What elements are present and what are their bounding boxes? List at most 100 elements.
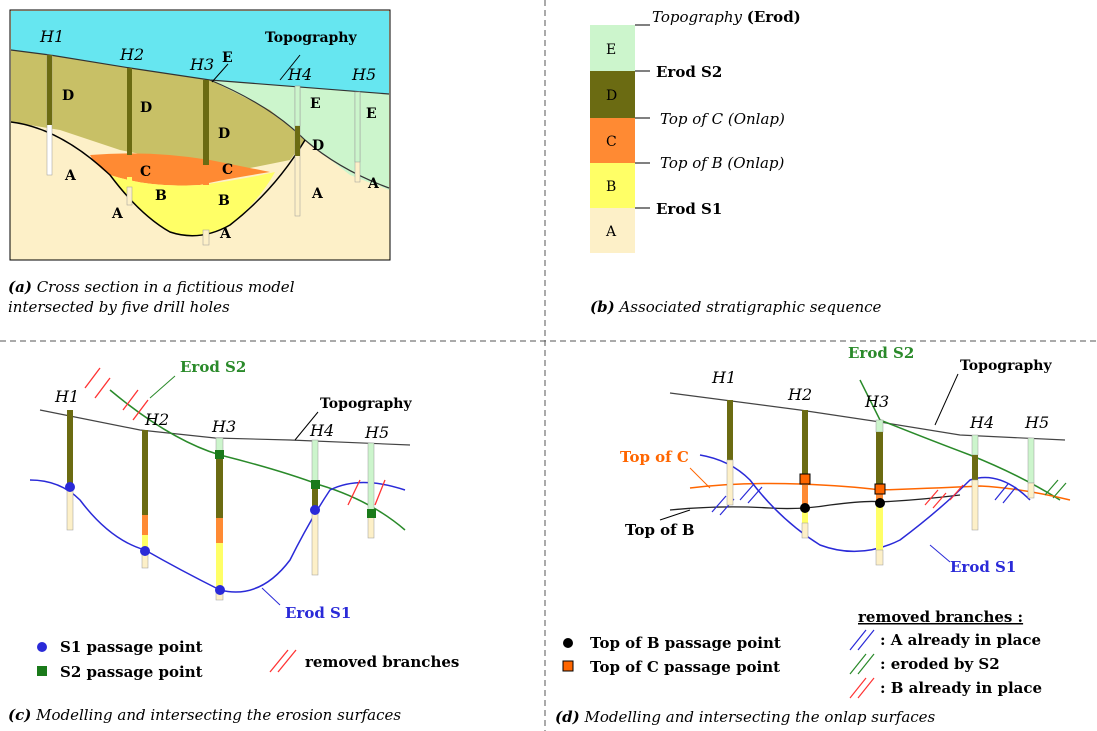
c-removed-branches [84, 367, 386, 506]
c-topo-pointer [294, 411, 319, 441]
d-top-c-point [874, 483, 886, 495]
label-c-1: C [140, 164, 151, 180]
caption-b-text: Associated stratigraphic sequence [617, 298, 881, 316]
c-label-topography: Topography [320, 396, 412, 412]
label-a-2: A [111, 206, 124, 222]
seq-topography: Topography (Erod) [652, 8, 801, 26]
label-a-3: A [219, 226, 232, 242]
e-pointer [211, 63, 229, 83]
d-legend-removed-a: : A already in place [880, 631, 1041, 649]
hole-h2-b [127, 177, 132, 187]
c-hole-h5-e [367, 442, 375, 514]
hole-h3 [203, 80, 209, 165]
hole-h3-c [203, 165, 209, 185]
unit-d-region [11, 50, 305, 168]
d-legend-top-b-icon [563, 638, 573, 648]
caption-b-tag: (b) [590, 298, 615, 316]
sky-region [11, 11, 389, 94]
label-h3: H3 [189, 55, 214, 74]
caption-b: (b) Associated stratigraphic sequence [590, 298, 882, 316]
label-a-1: A [64, 168, 77, 184]
c-s1-point [310, 505, 320, 515]
label-d-4: D [312, 138, 324, 154]
c-topography-line [39, 409, 411, 446]
d-hole-h2-c [802, 480, 808, 508]
d-legend-top-b: Top of B passage point [590, 634, 781, 652]
d-hole-h4-e [971, 434, 979, 456]
c-s1-point [215, 585, 225, 595]
topography-pointer [279, 54, 301, 81]
label-b-1: B [155, 188, 167, 204]
d-top-c-pointer [689, 467, 711, 489]
caption-d-tag: (d) [555, 708, 580, 726]
legend-removed: removed branches [305, 653, 459, 671]
panel-a: H1 H2 H3 E H4 H5 Topography D D D D E E … [8, 9, 391, 316]
hole-h3-b [203, 185, 209, 230]
caption-a-tag: (a) [8, 278, 32, 296]
seq-top-c: Top of C (Onlap) [660, 110, 785, 128]
caption-c-text: Modelling and intersecting the erosion s… [35, 706, 401, 724]
d-removed-s2 [1044, 479, 1067, 499]
d-hole-h3-c [876, 487, 883, 505]
seq-erod-s1: Erod S1 [656, 200, 722, 218]
seq-erod-s2: Erod S2 [656, 63, 722, 81]
d-label-topography: Topography [960, 358, 1052, 374]
label-c-2: C [222, 162, 233, 178]
d-removed-b [924, 484, 964, 509]
c-s1-point [140, 546, 150, 556]
legend-s1-icon [37, 642, 47, 652]
c-label-h3: H3 [211, 417, 236, 436]
d-hole-h4-d [972, 455, 978, 480]
caption-a-text: Cross section in a fictitious model [37, 278, 295, 296]
label-d-1: D [62, 88, 74, 104]
legend-s2-icon [37, 666, 47, 676]
d-hole-h3-d [876, 432, 883, 487]
c-hole-h1-a [66, 489, 74, 531]
c-hole-h2-b [142, 535, 148, 550]
d-top-b-pointer [659, 509, 691, 521]
d-removed-title: removed branches : [858, 608, 1023, 626]
caption-a-line1: (a) Cross section in a fictitious model [8, 278, 295, 296]
d-legend-top-c-icon [562, 660, 574, 672]
d-label-h5: H5 [1024, 413, 1049, 432]
caption-a-line2: intersected by five drill holes [8, 298, 230, 316]
d-hole-h3-e [875, 419, 884, 433]
d-top-c-point [799, 473, 811, 485]
label-e-2: E [366, 106, 377, 122]
c-hole-h3-c [216, 518, 223, 543]
c-s2-point [215, 450, 224, 459]
label-e-h3: E [222, 50, 233, 66]
d-topo-pointer [934, 373, 959, 426]
c-label-erod-s1: Erod S1 [285, 604, 351, 622]
legend-s2: S2 passage point [60, 663, 203, 681]
caption-c: (c) Modelling and intersecting the erosi… [8, 706, 401, 724]
d-legend-top-c: Top of C passage point [590, 658, 780, 676]
label-topography: Topography [265, 30, 357, 46]
label-h1: H1 [39, 27, 64, 46]
label-h4: H4 [287, 65, 312, 84]
label-a-4: A [311, 186, 324, 202]
seq-label-c: C [606, 134, 617, 150]
c-label-erod-s2: Erod S2 [180, 358, 246, 376]
label-b-2: B [218, 193, 230, 209]
caption-d-text: Modelling and intersecting the onlap sur… [583, 708, 935, 726]
d-removed-a [711, 483, 1017, 516]
c-label-h5: H5 [364, 423, 389, 442]
d-label-erod-s1: Erod S1 [950, 558, 1016, 576]
d-label-erod-s2: Erod S2 [848, 344, 914, 362]
unit-b-region [110, 172, 275, 236]
hole-h2-c [127, 155, 132, 177]
label-a-5: A [367, 176, 380, 192]
c-hole-h3-b [216, 543, 223, 588]
hole-h3-a [202, 229, 210, 246]
panel-c: H1 H2 H3 H4 H5 Erod S2 Topography Erod S… [8, 358, 459, 724]
d-hole-h1-d [727, 400, 733, 460]
d-hole-h5-e [1027, 437, 1035, 484]
label-d-3: D [218, 126, 230, 142]
d-hole-h5-a [1027, 482, 1035, 499]
seq-c [590, 118, 635, 163]
seq-label-e: E [606, 42, 616, 58]
c-label-h4: H4 [309, 421, 334, 440]
hole-h1-d [47, 55, 52, 125]
